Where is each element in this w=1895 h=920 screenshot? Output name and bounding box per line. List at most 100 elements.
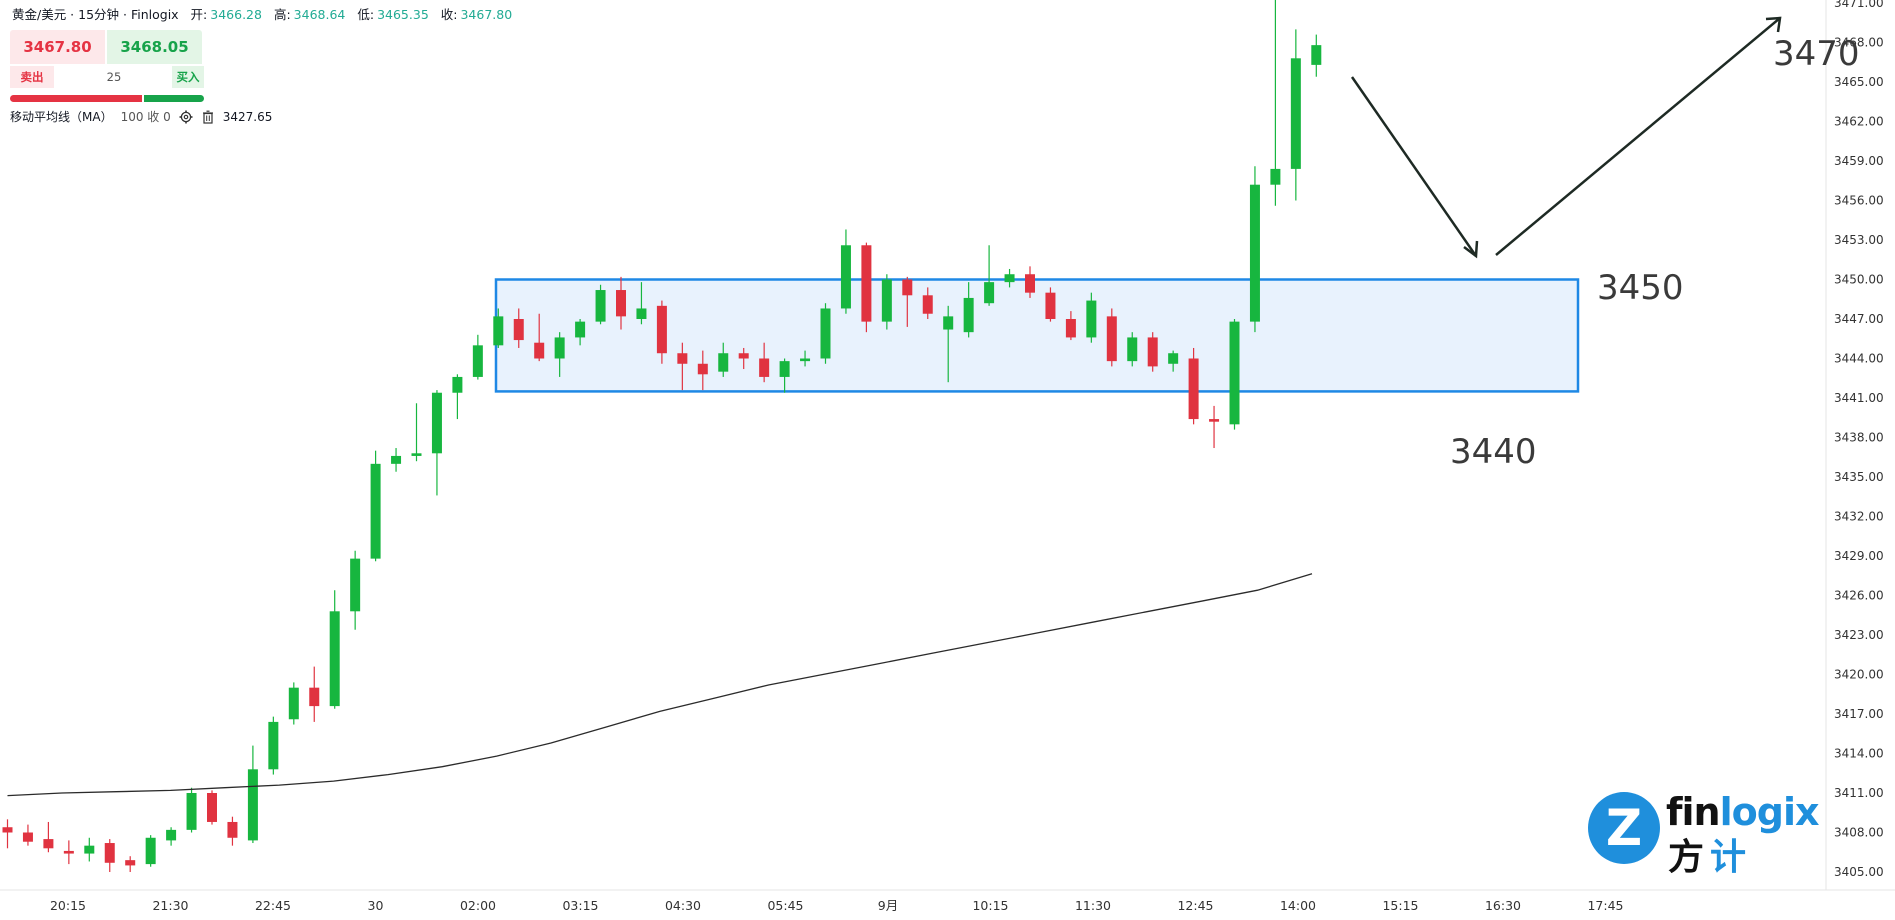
level-label-target: 3470	[1773, 34, 1860, 74]
candle-body	[759, 358, 770, 377]
buy-ratio-bar	[144, 95, 204, 102]
candle-body	[513, 319, 524, 341]
price-tick-label: 3468.00	[1834, 36, 1884, 50]
candle-body	[656, 305, 667, 354]
candle-body	[43, 839, 54, 849]
open-value: 3466.28	[210, 7, 262, 22]
candle-body	[1290, 58, 1301, 169]
buy-price-button[interactable]: 3468.05	[107, 30, 202, 64]
sell-price-button[interactable]: 3467.80	[10, 30, 105, 64]
candle-body	[677, 353, 688, 364]
symbol-title[interactable]: 黄金/美元 · 15分钟 · Finlogix	[12, 7, 179, 22]
price-tick-label: 3426.00	[1834, 589, 1884, 603]
candle-body	[1025, 274, 1035, 293]
candle-body	[963, 297, 974, 333]
candle-body	[1004, 274, 1015, 283]
trade-panel: 3467.80 3468.05 卖出 25 买入	[10, 30, 204, 104]
trash-icon[interactable]	[201, 110, 215, 124]
time-tick-label: 05:45	[767, 898, 803, 913]
price-tick-label: 3420.00	[1834, 668, 1884, 682]
low-label: 低:	[357, 7, 375, 22]
candle-body	[125, 860, 136, 866]
candle-body	[554, 337, 565, 359]
candle-body	[779, 361, 790, 377]
candle-body	[247, 769, 258, 841]
candle-body	[350, 558, 361, 612]
time-tick-label: 04:30	[665, 898, 701, 913]
candle-body	[431, 392, 442, 454]
candle-body	[2, 827, 13, 833]
candle-body	[800, 358, 811, 362]
time-tick-label: 17:45	[1587, 898, 1623, 913]
low-value: 3465.35	[377, 7, 429, 22]
time-tick-label: 02:00	[460, 898, 496, 913]
ma-line	[7, 573, 1313, 797]
candle-body	[575, 321, 586, 338]
candle-body	[636, 308, 647, 319]
candle-body	[63, 850, 74, 854]
indicator-params: 100 收 0	[120, 110, 171, 124]
price-tick-label: 3408.00	[1834, 826, 1884, 840]
symbol-header: 黄金/美元 · 15分钟 · Finlogix 开: 3466.28 高: 3468…	[12, 4, 512, 23]
price-tick-label: 3471.00	[1834, 0, 1884, 10]
candle-body	[820, 308, 831, 359]
wordmark-logix: logix	[1719, 790, 1820, 834]
indicator-legend: 移动平均线（MA） 100 收 0 3427.65	[10, 108, 272, 125]
arrow-head-down-icon	[1463, 240, 1479, 259]
candle-body	[1168, 353, 1179, 364]
price-tick-label: 3441.00	[1834, 391, 1884, 405]
wordmark-fin: fin	[1666, 790, 1721, 834]
candle-body	[227, 821, 238, 838]
candle-body	[472, 345, 483, 377]
time-tick-label: 14:00	[1280, 898, 1316, 913]
time-tick-label: 11:30	[1075, 898, 1111, 913]
price-tick-label: 3456.00	[1834, 194, 1884, 208]
sell-ratio-bar	[10, 95, 142, 102]
candle-body	[207, 793, 217, 822]
time-tick-label: 9月	[878, 898, 898, 913]
candle-body	[616, 290, 626, 317]
price-tick-label: 3462.00	[1834, 115, 1884, 129]
candle-body	[881, 279, 892, 322]
candle-body	[186, 793, 197, 830]
candle-body	[104, 843, 115, 863]
sell-button[interactable]: 卖出	[10, 66, 54, 88]
indicator-value: 3427.65	[222, 109, 273, 124]
candle-body	[1045, 292, 1056, 319]
close-label: 收:	[440, 7, 458, 22]
price-tick-label: 3414.00	[1834, 747, 1884, 761]
indicator-name[interactable]: 移动平均线（MA）	[10, 110, 113, 124]
candle-body	[595, 290, 606, 322]
buy-button[interactable]: 买入	[172, 66, 204, 88]
quantity-input[interactable]: 25	[106, 70, 122, 84]
price-tick-label: 3417.00	[1834, 707, 1884, 721]
projection-line-down	[1350, 76, 1478, 257]
cn-mark-b: 计	[1710, 837, 1747, 878]
time-tick-label: 03:15	[562, 898, 598, 913]
candle-body	[534, 342, 545, 359]
price-tick-label: 3450.00	[1834, 273, 1884, 287]
candle-body	[902, 279, 913, 296]
high-label: 高:	[273, 7, 291, 22]
candle-body	[943, 316, 954, 330]
price-tick-label: 3465.00	[1834, 75, 1884, 89]
candle-body	[697, 363, 708, 375]
candle-body	[84, 845, 95, 854]
candle-body	[329, 611, 340, 707]
candle-body	[493, 316, 504, 346]
range-zone-box	[494, 278, 1580, 393]
price-tick-label: 3432.00	[1834, 510, 1884, 524]
price-tick-label: 3411.00	[1834, 786, 1884, 800]
time-tick-label: 20:15	[50, 898, 86, 913]
candle-body	[309, 687, 320, 707]
price-tick-label: 3423.00	[1834, 628, 1884, 642]
high-value: 3468.64	[293, 7, 346, 22]
time-tick-label: 15:15	[1382, 898, 1418, 913]
price-tick-label: 3459.00	[1834, 154, 1884, 168]
time-tick-label: 10:15	[972, 898, 1008, 913]
finlogix-logo-mark: Z	[1588, 792, 1660, 864]
level-label-lower: 3440	[1450, 432, 1537, 472]
gear-icon[interactable]	[179, 110, 193, 124]
candle-body	[861, 245, 872, 322]
